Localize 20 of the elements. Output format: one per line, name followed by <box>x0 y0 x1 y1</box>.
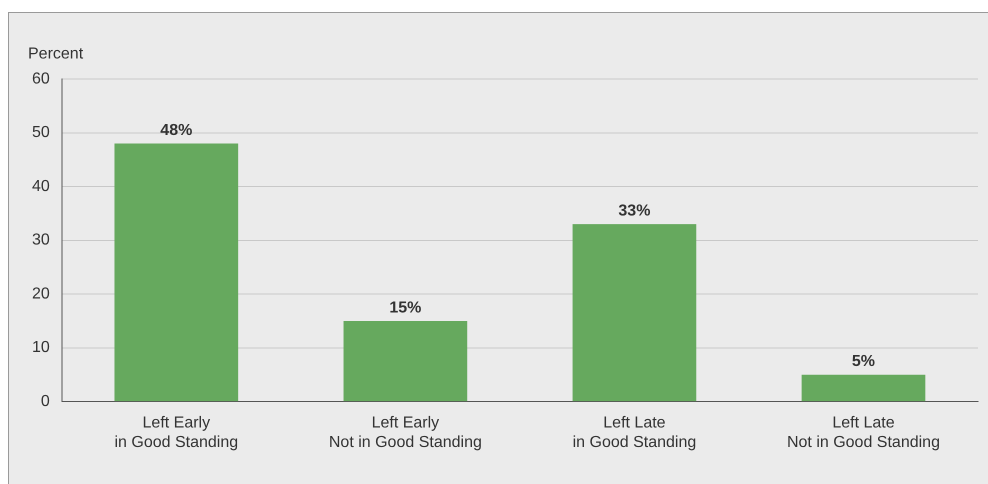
y-tick-label: 10 <box>32 339 50 356</box>
bar <box>802 374 926 402</box>
y-axis-title: Percent <box>28 45 84 62</box>
y-tick-label: 20 <box>32 285 50 302</box>
y-tick-label: 30 <box>32 232 50 249</box>
bar <box>344 320 468 402</box>
x-tick-label: Left Early in Good Standing <box>114 414 238 451</box>
x-tick-label: Left Late in Good Standing <box>572 414 696 451</box>
data-label: 33% <box>618 202 650 220</box>
y-tick-label: 60 <box>32 70 50 88</box>
data-label: 5% <box>852 353 876 370</box>
x-tick-label: Left Early Not in Good Standing <box>328 414 482 451</box>
y-tick-label: 50 <box>32 124 50 142</box>
y-tick-label: 40 <box>32 178 50 195</box>
bar <box>572 224 696 402</box>
data-label: 15% <box>389 299 422 316</box>
data-label: 48% <box>160 122 192 139</box>
bar <box>114 144 238 402</box>
x-tick-label: Left Late Not in Good Standing <box>786 414 940 451</box>
y-tick-label: 0 <box>40 393 50 410</box>
